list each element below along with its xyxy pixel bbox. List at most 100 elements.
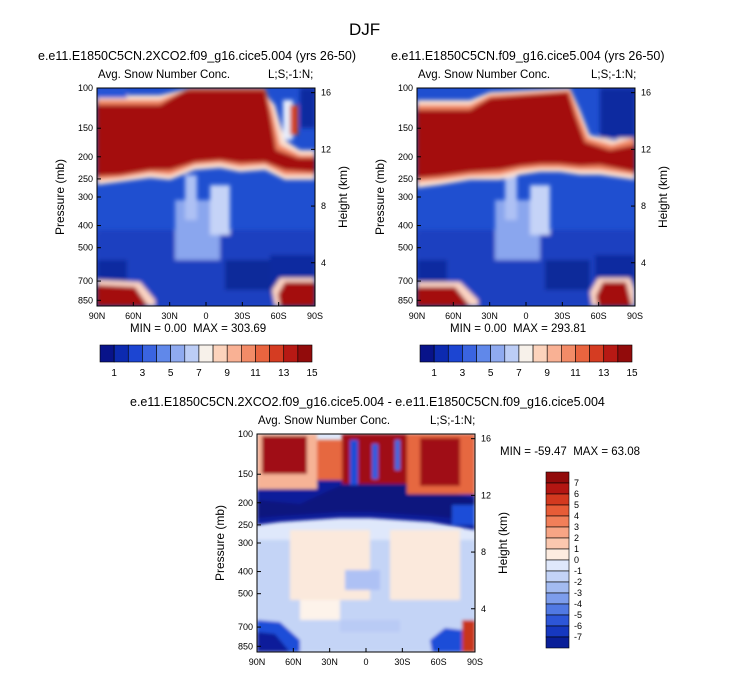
colorbar-box: [490, 344, 506, 363]
colorbar-label: 11: [570, 368, 581, 379]
colorbar-label: 2: [574, 533, 579, 543]
stats-min-value: 0.00: [164, 323, 187, 335]
panel-title-bottom: e.e11.E1850C5CN.2XCO2.f09_g16.cice5.004 …: [130, 395, 605, 409]
colorbar-box: [462, 344, 477, 363]
colorbar-box: [545, 625, 570, 638]
colorbar-box: [545, 614, 570, 627]
colorbar-label: 5: [574, 500, 579, 510]
stats-min-label: MIN =: [450, 323, 481, 335]
y-axis-label-right: Height (km): [336, 166, 350, 228]
y-right-tick-label: 8: [321, 201, 326, 211]
field-top-right: [417, 88, 635, 306]
colorbar-box: [545, 471, 570, 484]
colorbar-box: [297, 344, 313, 363]
y-right-tick-label: 12: [321, 144, 331, 154]
colorbar-box: [518, 344, 534, 363]
y-tick-label: 100: [238, 429, 253, 439]
y-tick-label: 400: [78, 221, 93, 231]
y-tick-label: 850: [238, 641, 253, 651]
colorbar-box: [617, 344, 633, 363]
colorbar-box: [545, 526, 570, 539]
colorbar-label: -4: [574, 599, 582, 609]
colorbar-label: 7: [516, 368, 522, 379]
colorbar-label: 3: [460, 368, 466, 379]
y-tick-label: 250: [398, 174, 413, 184]
stats-max-label: MAX =: [512, 323, 548, 335]
subtitle-right-bottom: L;S;-1:N;: [430, 415, 476, 427]
field-top-left: [97, 88, 315, 306]
colorbar-label: -5: [574, 610, 582, 620]
colorbar-box: [184, 344, 200, 363]
colorbar-top-right: 1 3 5 7 9 11 13 15: [419, 344, 638, 379]
colorbar-box: [561, 344, 576, 363]
y-tick-label: 400: [398, 221, 413, 231]
y-tick-label: 250: [238, 520, 253, 530]
colorbar-box: [504, 344, 520, 363]
y-right-tick-label: 4: [641, 258, 646, 268]
colorbar-box: [545, 537, 570, 550]
y-tick-label: 200: [398, 152, 413, 162]
x-tick-label: 60S: [591, 311, 607, 321]
colorbar-box: [433, 344, 449, 363]
y-right-tick-label: 4: [481, 604, 486, 614]
x-tick-label: 60N: [125, 311, 142, 321]
stats-min-label: MIN =: [130, 323, 161, 335]
colorbar-label: -1: [574, 566, 582, 576]
colorbar-box: [255, 344, 270, 363]
x-tick-label: 30S: [554, 311, 570, 321]
y-axis-label-right: Height (km): [656, 166, 670, 228]
x-tick-label: 30N: [481, 311, 498, 321]
colorbar-label: 7: [574, 478, 579, 488]
colorbar-box: [127, 344, 143, 363]
colorbar-label: 9: [544, 368, 550, 379]
x-tick-label: 30N: [321, 657, 338, 667]
x-tick-label: 0: [523, 311, 528, 321]
axes-top-right: 90N 60N 30N 0 30S 60S 90S 100 150 200 250 300 400 500…: [373, 83, 670, 321]
colorbar-box: [545, 548, 570, 561]
figure-title: DJF: [349, 20, 381, 39]
y-tick-label: 700: [78, 276, 93, 286]
stats-top-right: MIN = 0.00 MAX = 293.81: [450, 323, 586, 335]
x-tick-label: 60S: [271, 311, 287, 321]
colorbar-label: 1: [574, 544, 579, 554]
colorbar-label: -7: [574, 632, 582, 642]
colorbar-box: [476, 344, 491, 363]
colorbar-box: [170, 344, 186, 363]
colorbar-box: [545, 592, 570, 605]
x-tick-label: 90S: [307, 311, 323, 321]
colorbar-box: [212, 344, 228, 363]
stats-bottom: MIN = -59.47 MAX = 63.08: [500, 446, 640, 458]
x-tick-label: 60S: [431, 657, 447, 667]
colorbar-box: [545, 636, 570, 649]
y-right-tick-label: 16: [321, 88, 331, 98]
colorbar-box: [575, 344, 590, 363]
colorbar-box: [226, 344, 242, 363]
field-bottom: [257, 434, 475, 652]
y-right-tick-label: 12: [481, 490, 491, 500]
x-tick-label: 0: [363, 657, 368, 667]
subtitle-left-bottom: Avg. Snow Number Conc.: [258, 415, 391, 427]
y-tick-label: 850: [78, 295, 93, 305]
colorbar-box: [241, 344, 256, 363]
colorbar-box: [545, 603, 570, 616]
colorbar-label: 5: [168, 368, 174, 379]
colorbar-label: 13: [598, 368, 610, 379]
colorbar-box: [545, 559, 570, 572]
y-tick-label: 850: [398, 295, 413, 305]
y-tick-label: 300: [238, 538, 253, 548]
y-axis-label: Pressure (mb): [373, 159, 387, 235]
colorbar-box: [545, 482, 570, 495]
colorbar-box: [156, 344, 171, 363]
y-right-tick-label: 16: [641, 88, 651, 98]
colorbar-label: -6: [574, 621, 582, 631]
colorbar-box: [99, 344, 115, 363]
x-tick-label: 90N: [409, 311, 426, 321]
colorbar-label: -2: [574, 577, 582, 587]
y-axis-label-right: Height (km): [496, 512, 510, 574]
colorbar-label: 4: [574, 511, 579, 521]
colorbar-box: [283, 344, 299, 363]
y-tick-label: 200: [238, 498, 253, 508]
colorbar-box: [113, 344, 129, 363]
x-tick-label: 60N: [445, 311, 462, 321]
stats-max-value: 303.69: [231, 323, 267, 335]
